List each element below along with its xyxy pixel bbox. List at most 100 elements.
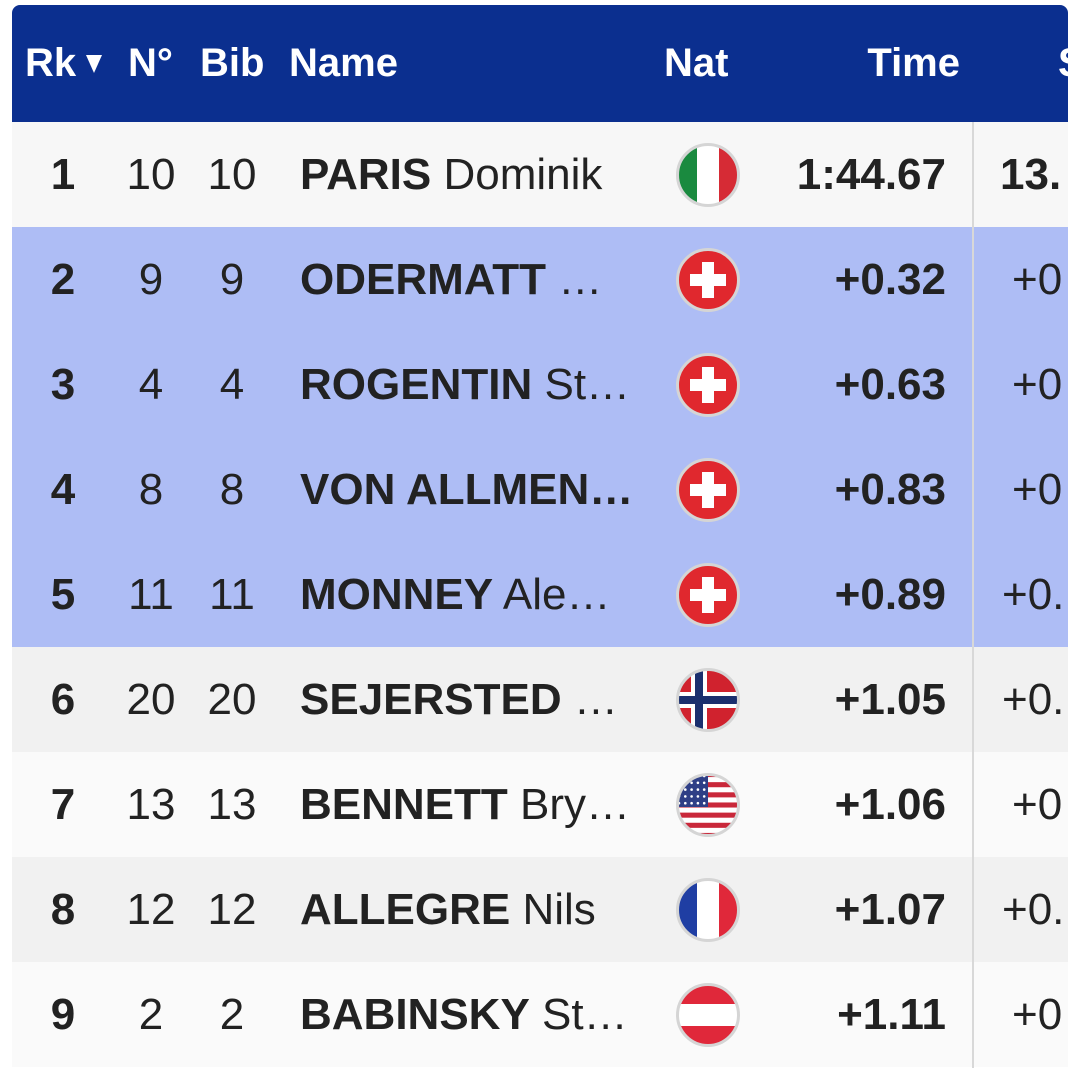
- given-name: Ale…: [502, 570, 611, 619]
- rank: 7: [50, 780, 76, 829]
- number: 13: [126, 780, 176, 829]
- time: +1.06: [834, 780, 946, 829]
- next-split: 13.: [1000, 150, 1062, 199]
- flag: [676, 773, 740, 837]
- next-split: +0.: [1002, 885, 1065, 934]
- rank: 1: [50, 150, 76, 199]
- header-rk[interactable]: Rk: [25, 41, 77, 85]
- bib: 11: [209, 570, 255, 619]
- time: +1.11: [837, 990, 946, 1039]
- athlete-name: MONNEY Ale…: [300, 542, 645, 647]
- row: 4 8 8 VON ALLMEN… +0.83 +0: [12, 437, 1068, 542]
- surname: ALLEGRE: [300, 885, 511, 934]
- flag: [676, 563, 740, 627]
- row: 2 9 9 ODERMATT … +0.32 +0: [12, 227, 1068, 332]
- time: +1.05: [834, 675, 946, 724]
- row: 7 13 13 BENNETT Bry… +1.06 +0: [12, 752, 1068, 857]
- header-name[interactable]: Name: [289, 41, 398, 85]
- athlete-name: BABINSKY St…: [300, 962, 645, 1067]
- time: +0.32: [834, 255, 946, 304]
- time: +1.07: [834, 885, 946, 934]
- rank: 4: [50, 465, 76, 514]
- surname: SEJERSTED: [300, 675, 562, 724]
- bib: 8: [219, 465, 245, 514]
- flag: [676, 248, 740, 312]
- next-split: +0: [1012, 360, 1063, 409]
- rank: 2: [50, 255, 76, 304]
- flag: [676, 668, 740, 732]
- time: 1:44.67: [796, 150, 946, 199]
- row: 6 20 20 SEJERSTED … +1.05 +0.: [12, 647, 1068, 752]
- rank: 6: [50, 675, 76, 724]
- header-bib[interactable]: Bib: [200, 41, 265, 85]
- surname: BABINSKY: [300, 990, 530, 1039]
- rank: 5: [50, 570, 76, 619]
- time: +0.63: [834, 360, 946, 409]
- sort-arrow[interactable]: [84, 53, 104, 75]
- athlete-name: BENNETT Bry…: [300, 752, 645, 857]
- surname: ROGENTIN: [300, 360, 533, 409]
- athlete-name: PARIS Dominik: [300, 122, 645, 227]
- given-name: …: [558, 255, 603, 304]
- time: +0.89: [834, 570, 946, 619]
- bib: 13: [207, 780, 257, 829]
- next-split: +0.: [1002, 675, 1065, 724]
- number: 20: [126, 675, 176, 724]
- rank: 3: [50, 360, 76, 409]
- bib: 2: [219, 990, 245, 1039]
- flag: [676, 458, 740, 522]
- given-name: Dominik: [443, 150, 603, 199]
- bib: 20: [207, 675, 257, 724]
- athlete-name: ROGENTIN St…: [300, 332, 645, 437]
- next-split: +0: [1012, 255, 1063, 304]
- flag: [676, 878, 740, 942]
- surname: VON ALLMEN…: [300, 465, 634, 514]
- flag: [676, 143, 740, 207]
- number: 11: [128, 570, 174, 619]
- given-name: Nils: [522, 885, 596, 934]
- number: 12: [126, 885, 176, 934]
- number: 10: [126, 150, 176, 199]
- column-divider: [972, 122, 974, 1068]
- given-name: …: [573, 675, 618, 724]
- surname: MONNEY: [300, 570, 494, 619]
- row: 1 10 10 PARIS Dominik 1:44.67 13.: [12, 122, 1068, 227]
- bib: 9: [219, 255, 245, 304]
- table-header: Rk N° Bib Name Nat Time S: [12, 5, 1068, 122]
- row: 9 2 2 BABINSKY St… +1.11 +0: [12, 962, 1068, 1067]
- next-split: +0.: [1002, 570, 1065, 619]
- number: 8: [138, 465, 164, 514]
- rank: 9: [50, 990, 76, 1039]
- number: 9: [138, 255, 164, 304]
- number: 2: [138, 990, 164, 1039]
- bib: 10: [207, 150, 257, 199]
- given-name: St…: [544, 360, 631, 409]
- flag: [676, 353, 740, 417]
- athlete-name: SEJERSTED …: [300, 647, 645, 752]
- flag: [676, 983, 740, 1047]
- time: +0.83: [834, 465, 946, 514]
- next-split: +0: [1012, 990, 1063, 1039]
- given-name: St…: [542, 990, 628, 1039]
- row: 8 12 12 ALLEGRE Nils +1.07 +0.: [12, 857, 1068, 962]
- row: 3 4 4 ROGENTIN St… +0.63 +0: [12, 332, 1068, 437]
- next-split: +0: [1012, 780, 1063, 829]
- surname: BENNETT: [300, 780, 508, 829]
- athlete-name: ALLEGRE Nils: [300, 857, 645, 962]
- header-time[interactable]: Time: [867, 41, 960, 85]
- bib: 12: [207, 885, 257, 934]
- number: 4: [138, 360, 164, 409]
- bib: 4: [219, 360, 245, 409]
- rank: 8: [50, 885, 76, 934]
- row: 5 11 11 MONNEY Ale… +0.89 +0.: [12, 542, 1068, 647]
- athlete-name: VON ALLMEN…: [300, 437, 645, 542]
- given-name: Bry…: [520, 780, 631, 829]
- header-nat[interactable]: Nat: [664, 41, 729, 85]
- header-no[interactable]: N°: [128, 41, 173, 85]
- next-split: +0: [1012, 465, 1063, 514]
- surname: ODERMATT: [300, 255, 547, 304]
- surname: PARIS: [300, 150, 432, 199]
- header-next[interactable]: S: [1058, 5, 1068, 122]
- athlete-name: ODERMATT …: [300, 227, 645, 332]
